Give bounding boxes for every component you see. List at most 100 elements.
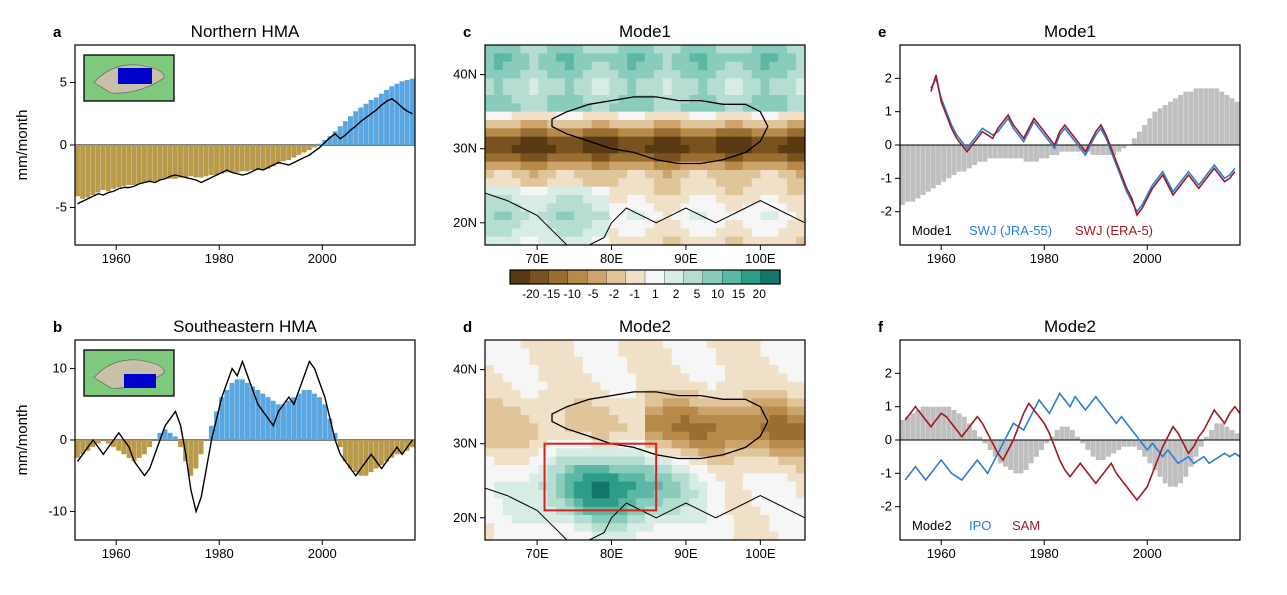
bar — [358, 108, 363, 146]
mode-bar — [993, 145, 998, 158]
colorbar-tick: 2 — [673, 287, 680, 301]
panel-d: Mode2d — [463, 317, 806, 541]
panel-c: Mode1 c — [463, 22, 806, 246]
svg-text:20N: 20N — [453, 215, 477, 230]
bar — [199, 440, 204, 454]
mode-bar — [900, 420, 905, 440]
mode-bar — [931, 145, 936, 188]
svg-text:0: 0 — [60, 137, 67, 152]
mode-bar — [910, 145, 915, 202]
mode-bar — [1024, 440, 1029, 470]
bar — [302, 145, 307, 153]
mode-bar — [1055, 430, 1060, 440]
bar — [224, 145, 229, 173]
mode-bar — [1230, 430, 1235, 440]
bar — [291, 145, 296, 158]
mode-bar — [1225, 427, 1230, 440]
bar — [230, 383, 235, 440]
svg-text:1980: 1980 — [1030, 251, 1059, 266]
mode-bar — [905, 145, 910, 202]
bar — [379, 94, 384, 145]
svg-text:100E: 100E — [745, 251, 776, 266]
bar — [116, 145, 121, 188]
mode-bar — [1034, 440, 1039, 457]
svg-text:1: 1 — [885, 104, 892, 119]
mode-bar — [900, 145, 905, 205]
mode-bar — [1204, 437, 1209, 440]
bar — [379, 440, 384, 465]
legend-label: Mode2 — [912, 518, 952, 533]
svg-text:40N: 40N — [453, 362, 477, 377]
bar — [90, 145, 95, 195]
mode-bar — [941, 145, 946, 182]
bar — [374, 98, 379, 146]
mode-bar — [1039, 145, 1044, 158]
mode-bar — [915, 410, 920, 440]
svg-text:30N: 30N — [453, 141, 477, 156]
colorbar-tick: 20 — [753, 287, 767, 301]
bar — [193, 145, 198, 178]
ylabel: mm/month — [14, 405, 31, 476]
panel-letter: c — [463, 24, 471, 41]
svg-text:1980: 1980 — [205, 546, 234, 561]
mode-bar — [977, 437, 982, 440]
mode-bar — [977, 145, 982, 162]
bar — [137, 440, 142, 458]
svg-text:80E: 80E — [600, 251, 623, 266]
svg-text:2000: 2000 — [308, 546, 337, 561]
bar — [178, 145, 183, 178]
bar — [260, 145, 265, 170]
mode-bar — [1158, 108, 1163, 145]
bar — [96, 145, 101, 193]
mode-bar — [1091, 145, 1096, 155]
ylabel: mm/month — [14, 110, 31, 181]
bar — [204, 145, 209, 176]
bar — [317, 397, 322, 440]
svg-text:40N: 40N — [453, 67, 477, 82]
mode-bar — [1101, 440, 1106, 460]
mode-bar — [1085, 440, 1090, 450]
mode-bar — [988, 145, 993, 158]
bar — [230, 145, 235, 173]
mode-bar — [936, 145, 941, 185]
bar — [121, 145, 126, 186]
svg-text:2000: 2000 — [308, 251, 337, 266]
mode-bar — [1065, 427, 1070, 440]
bar — [281, 404, 286, 440]
mode-bar — [1018, 145, 1023, 158]
mode-bar — [1029, 145, 1034, 162]
mode-bar — [982, 145, 987, 162]
mode-bar — [1168, 440, 1173, 487]
bar — [80, 145, 85, 199]
bar — [260, 394, 265, 440]
panel-title: Mode1 — [619, 22, 671, 41]
bar — [127, 440, 132, 458]
bar — [188, 145, 193, 176]
mode-bar — [1116, 440, 1121, 450]
bar — [271, 145, 276, 166]
bar — [127, 145, 132, 185]
svg-text:1960: 1960 — [927, 251, 956, 266]
svg-text:90E: 90E — [674, 251, 697, 266]
panel-f: Mode2fMode2IPOSAM — [878, 317, 1240, 533]
bar — [85, 145, 90, 198]
mode-bar — [1204, 88, 1209, 145]
mode-bar — [1122, 440, 1127, 447]
bar — [276, 145, 281, 164]
mode-bar — [1230, 98, 1235, 145]
mode-bar — [1235, 102, 1240, 145]
mode-bar — [1106, 440, 1111, 457]
bar — [116, 440, 121, 451]
svg-text:-5: -5 — [55, 200, 67, 215]
mode-bar — [1142, 125, 1147, 145]
colorbar-tick: -2 — [609, 287, 620, 301]
bar — [394, 84, 399, 145]
mode-bar — [946, 145, 951, 178]
mode-bar — [1075, 437, 1080, 440]
inset-region — [124, 374, 156, 388]
mode-bar — [1163, 105, 1168, 145]
bar — [338, 126, 343, 145]
svg-text:1: 1 — [885, 399, 892, 414]
panel-a: Northern HMAamm/month — [14, 22, 415, 204]
bar — [168, 145, 173, 179]
